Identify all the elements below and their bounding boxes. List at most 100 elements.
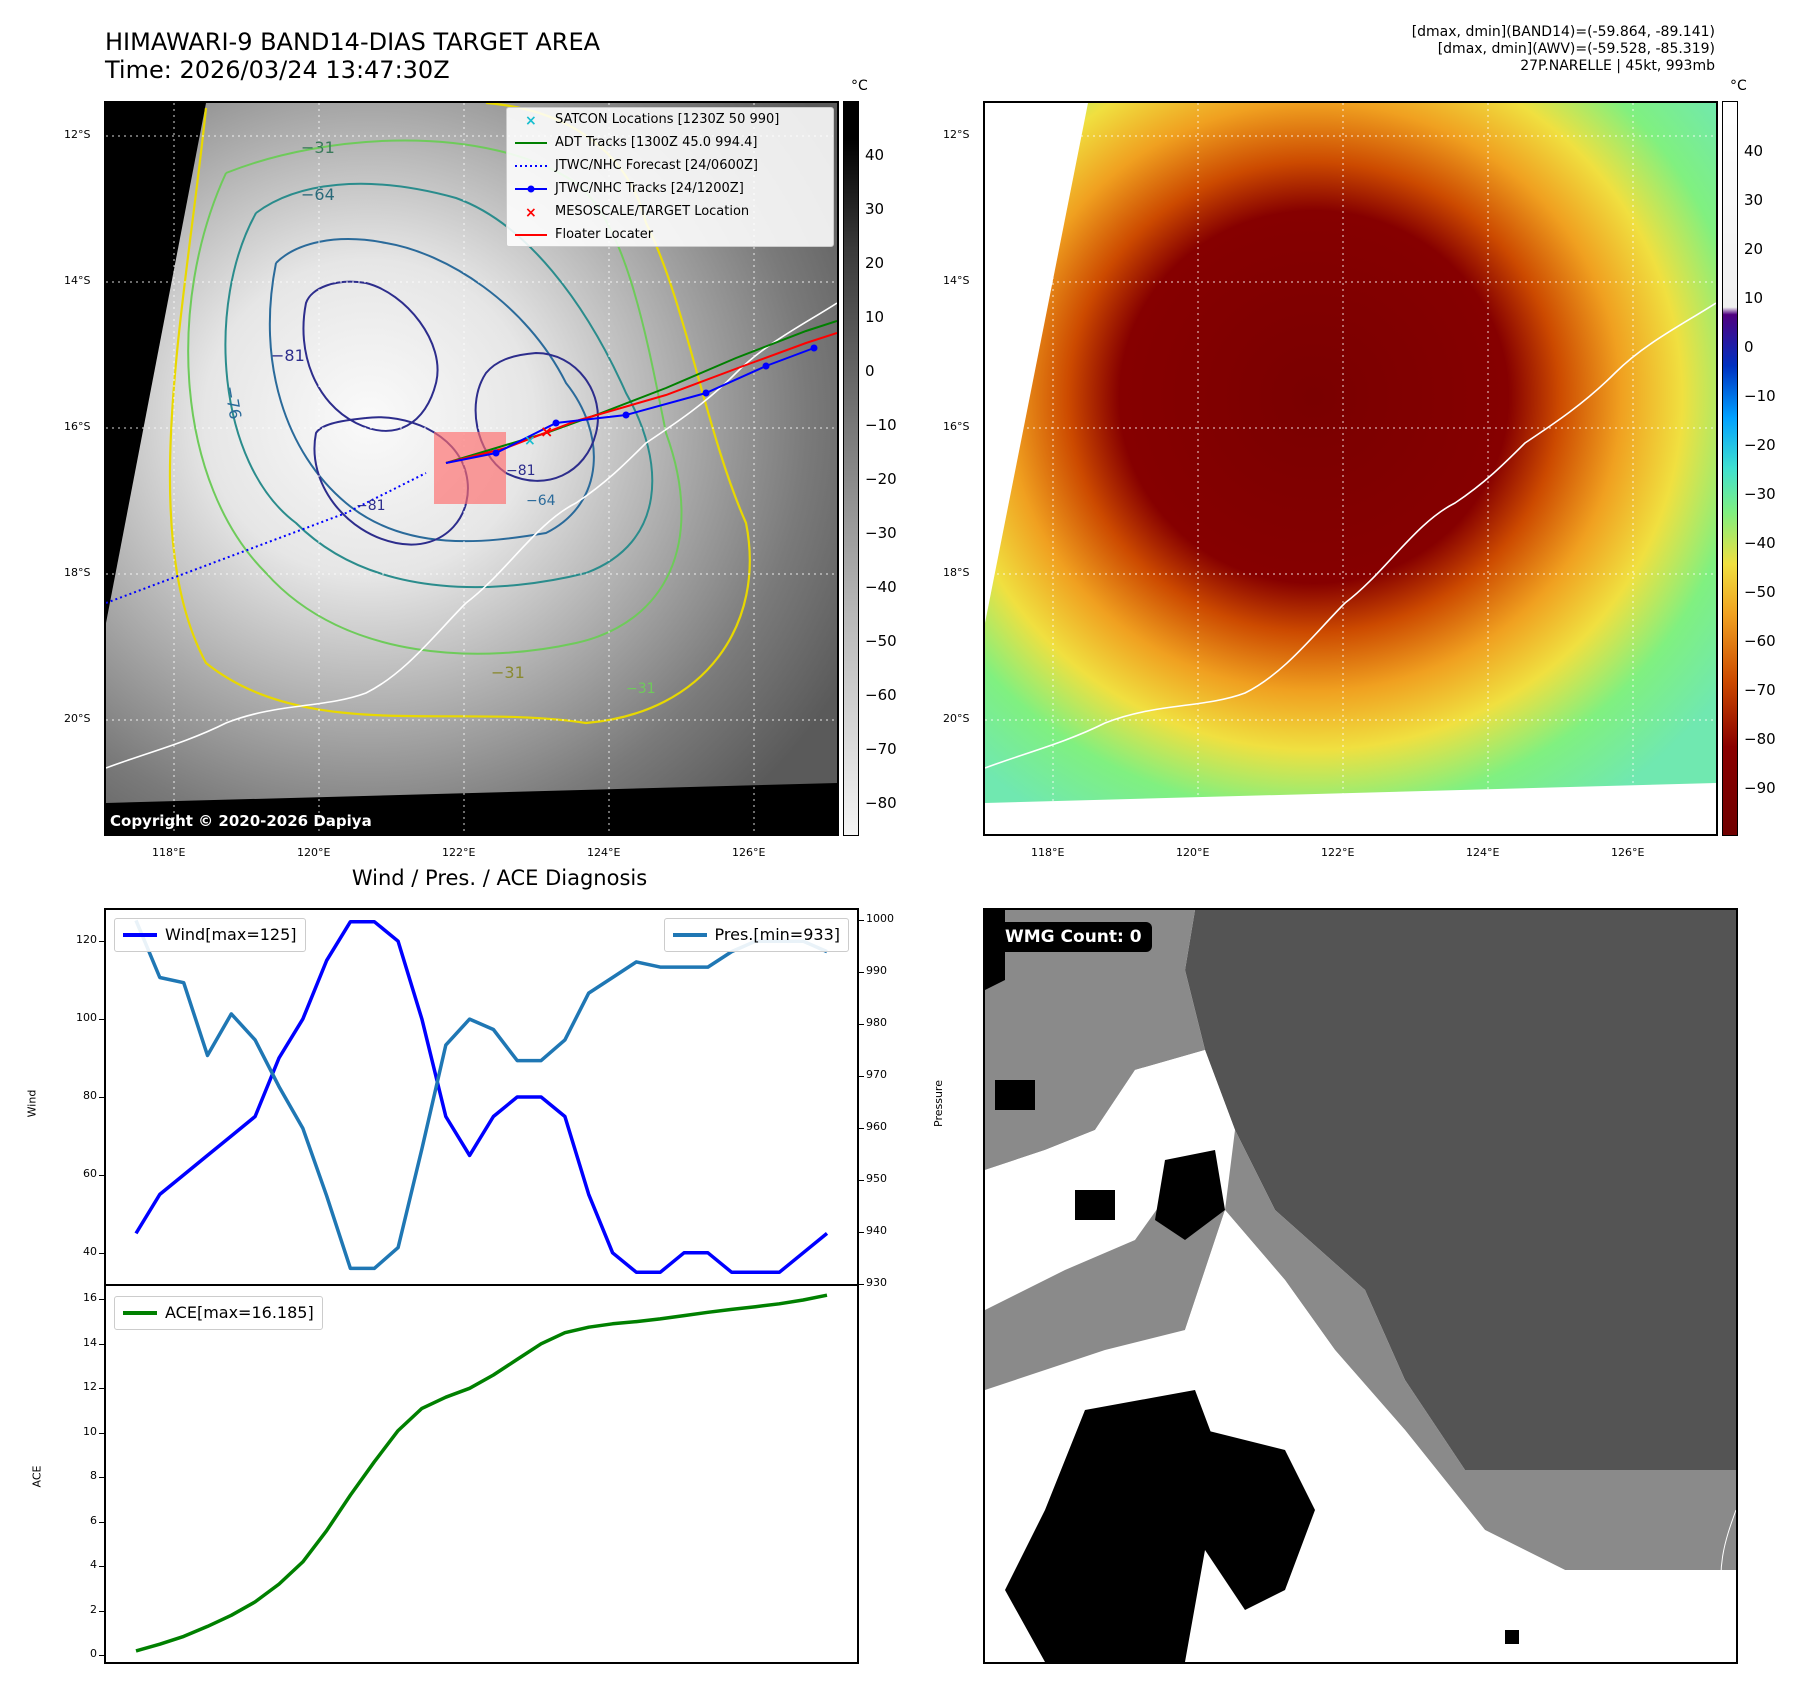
pressure-axis-title: Pressure [931,1080,945,1127]
pressure-tick-label-mark [859,1024,864,1026]
ace-legend: ACE[max=16.185] [114,1296,323,1330]
stats-header: [dmax, dmin](BAND14)=(-59.864, -89.141) … [1412,24,1715,75]
svg-text:×: × [525,113,537,129]
pressure-tick-label: 940 [866,1224,887,1238]
legend-label: JTWC/NHC Tracks [24/1200Z] [555,181,744,196]
contour-label-8: −64 [526,493,556,509]
colorbar-tick: −20 [865,470,897,488]
lat-label: 14°S [943,274,970,287]
ace-panel: ACE[max=16.185] [104,1284,859,1664]
ace-axis-title: ACE [30,1465,44,1488]
colorbar-tick: 10 [1744,289,1764,307]
contour-label-6: −31 [491,663,525,682]
colorbar-tick: −50 [1744,583,1776,601]
lon-label: 122°E [1321,846,1355,859]
colorbar-tick: −50 [865,632,897,650]
lon-label: 122°E [442,846,476,859]
wind-pressure-panel: Wind[max=125] Pres.[min=933] [104,908,859,1286]
colorbar-tick: 40 [865,146,885,164]
wind-tick-label: 40 [83,1244,97,1258]
legend-target: × MESOSCALE/TARGET Location [507,200,833,223]
floater-box [434,432,506,504]
ace-tick-label-mark [99,1610,104,1612]
wmg-dark-region [1185,910,1736,1470]
contour-minus64 [224,182,654,589]
lon-label: 124°E [1466,846,1500,859]
colorbar-left [843,101,859,836]
ace-tick-label-mark [99,1388,104,1390]
ace-tick-label: 6 [90,1513,97,1527]
lon-label: 124°E [587,846,621,859]
pressure-tick-label: 990 [866,964,887,978]
lat-label: 16°S [64,420,91,433]
line-dot-icon [515,177,547,200]
pressure-tick-label: 980 [866,1016,887,1030]
colorbar-right-unit: °C [1730,78,1747,94]
colorbar-tick: −20 [1744,436,1776,454]
colorbar-tick: −80 [865,794,897,812]
pressure-tick-label: 960 [866,1120,887,1134]
wind-tick-label: 100 [76,1011,97,1025]
contour-label-7: −31 [626,681,656,697]
wind-swatch [123,933,157,937]
title-line-1: HIMAWARI-9 BAND14-DIAS TARGET AREA [105,28,601,56]
diagnosis-title: Wind / Pres. / ACE Diagnosis [351,866,648,890]
x-marker-icon: × [515,200,547,223]
colorbar-tick: 30 [865,200,885,218]
colorbar-tick: 0 [1744,338,1754,356]
colorbar-right [1722,101,1738,836]
lat-label: 18°S [64,566,91,579]
lat-label: 12°S [64,128,91,141]
wind-legend: Wind[max=125] [114,918,306,952]
legend-label: SATCON Locations [1230Z 50 990] [555,112,780,127]
legend-jtwc: JTWC/NHC Tracks [24/1200Z] [507,177,833,200]
wmg-white-region-2 [1185,1210,1605,1662]
awv-range: [dmax, dmin](AWV)=(-59.528, -85.319) [1437,41,1715,57]
colorbar-tick: −40 [1744,534,1776,552]
colorbar-tick: −10 [865,416,897,434]
lon-label: 126°E [1611,846,1645,859]
colorbar-tick: −70 [865,740,897,758]
wind-tick-label-mark [99,1174,104,1176]
colorbar-left-unit: °C [851,78,868,94]
wmg-white-region-1 [985,1050,1235,1310]
satcon-marker: × [524,433,536,449]
colorbar-tick: −90 [1744,779,1776,797]
ace-tick-label-mark [99,1432,104,1434]
legend-label: ADT Tracks [1300Z 45.0 994.4] [555,135,758,150]
x-marker-icon: × [515,108,547,131]
wmg-count-badge: WMG Count: 0 [995,922,1152,952]
colorbar-tick: −10 [1744,387,1776,405]
wind-tick-label-mark [99,1252,104,1254]
lon-label: 120°E [297,846,331,859]
ace-tick-label-mark [99,1343,104,1345]
ace-tick-label-mark [99,1655,104,1657]
lon-label: 118°E [152,846,186,859]
wmg-panel: WMG Count: 0 [983,908,1738,1664]
wmg-black-region-1 [1005,1390,1225,1662]
ace-tick-label-mark [99,1299,104,1301]
contour-label-9: −81 [356,498,386,514]
ace-tick-label: 10 [83,1424,97,1438]
wmg-map [985,910,1736,1662]
lat-label: 18°S [943,566,970,579]
ace-tick-label-mark [99,1477,104,1479]
legend-label: Floater Locater [555,227,654,242]
legend-label: MESOSCALE/TARGET Location [555,204,750,219]
contour-label-1: −31 [301,138,335,157]
colorbar-tick: 10 [865,308,885,326]
wmg-gray-region-2 [1225,1130,1736,1570]
ace-chart [135,1293,828,1653]
ir-map-panel: × × −31 −64 −81 −76 −81 −31 −31 −64 −81 … [104,101,839,836]
legend-floater: Floater Locater [507,223,833,246]
ace-tick-label-mark [99,1521,104,1523]
pressure-tick-label-mark [859,920,864,922]
lon-label: 120°E [1176,846,1210,859]
legend-satcon: × SATCON Locations [1230Z 50 990] [507,108,833,131]
pressure-tick-label-mark [859,1076,864,1078]
pressure-tick-label-mark [859,1180,864,1182]
colorbar-tick: 20 [1744,240,1764,258]
colorbar-tick: −60 [1744,632,1776,650]
legend-label: JTWC/NHC Forecast [24/0600Z] [555,158,758,173]
wind-tick-label: 60 [83,1166,97,1180]
